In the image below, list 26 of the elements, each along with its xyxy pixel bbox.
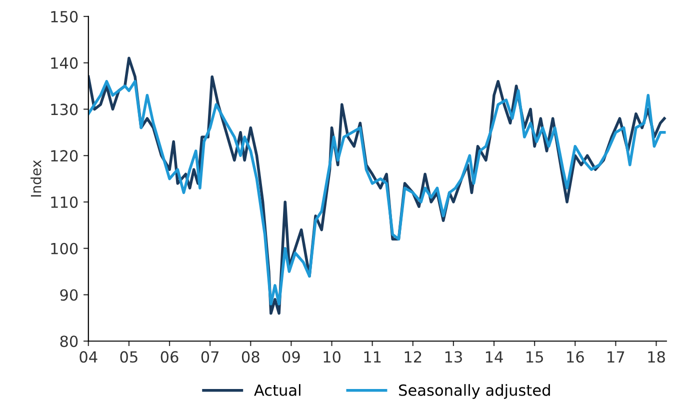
y-tick-label: 120 [51,150,78,162]
x-tick-label: 18 [648,351,665,363]
x-tick-label: 10 [324,351,340,363]
x-tick-label: 13 [445,351,462,363]
x-tick-label: 16 [567,351,584,363]
x-tick-label: 08 [242,351,260,363]
x-tick-label: 06 [160,351,178,363]
y-tick-label: 110 [51,196,78,208]
x-tick-label: 15 [526,351,543,363]
x-tick-label: 05 [120,351,138,363]
y-axis-title: Index [30,160,42,197]
x-tick-label: 11 [364,351,381,362]
x-tick-label: 17 [608,351,624,362]
y-tick-label: 100 [51,242,78,254]
x-tick-label: 12 [404,351,422,362]
x-tick-label: 14 [486,351,503,362]
y-tick-label: 80 [60,336,78,348]
x-tick-label: 04 [80,351,98,363]
x-tick-label: 09 [282,351,300,363]
x-tick-label: 07 [201,351,218,363]
y-tick-label: 150 [51,10,78,22]
y-tick-label: 90 [60,289,78,301]
legend-label: Seasonally adjusted [399,384,550,399]
y-tick-label: 140 [51,57,78,69]
legend-label: Actual [254,384,300,396]
y-tick-label: 130 [51,104,78,116]
